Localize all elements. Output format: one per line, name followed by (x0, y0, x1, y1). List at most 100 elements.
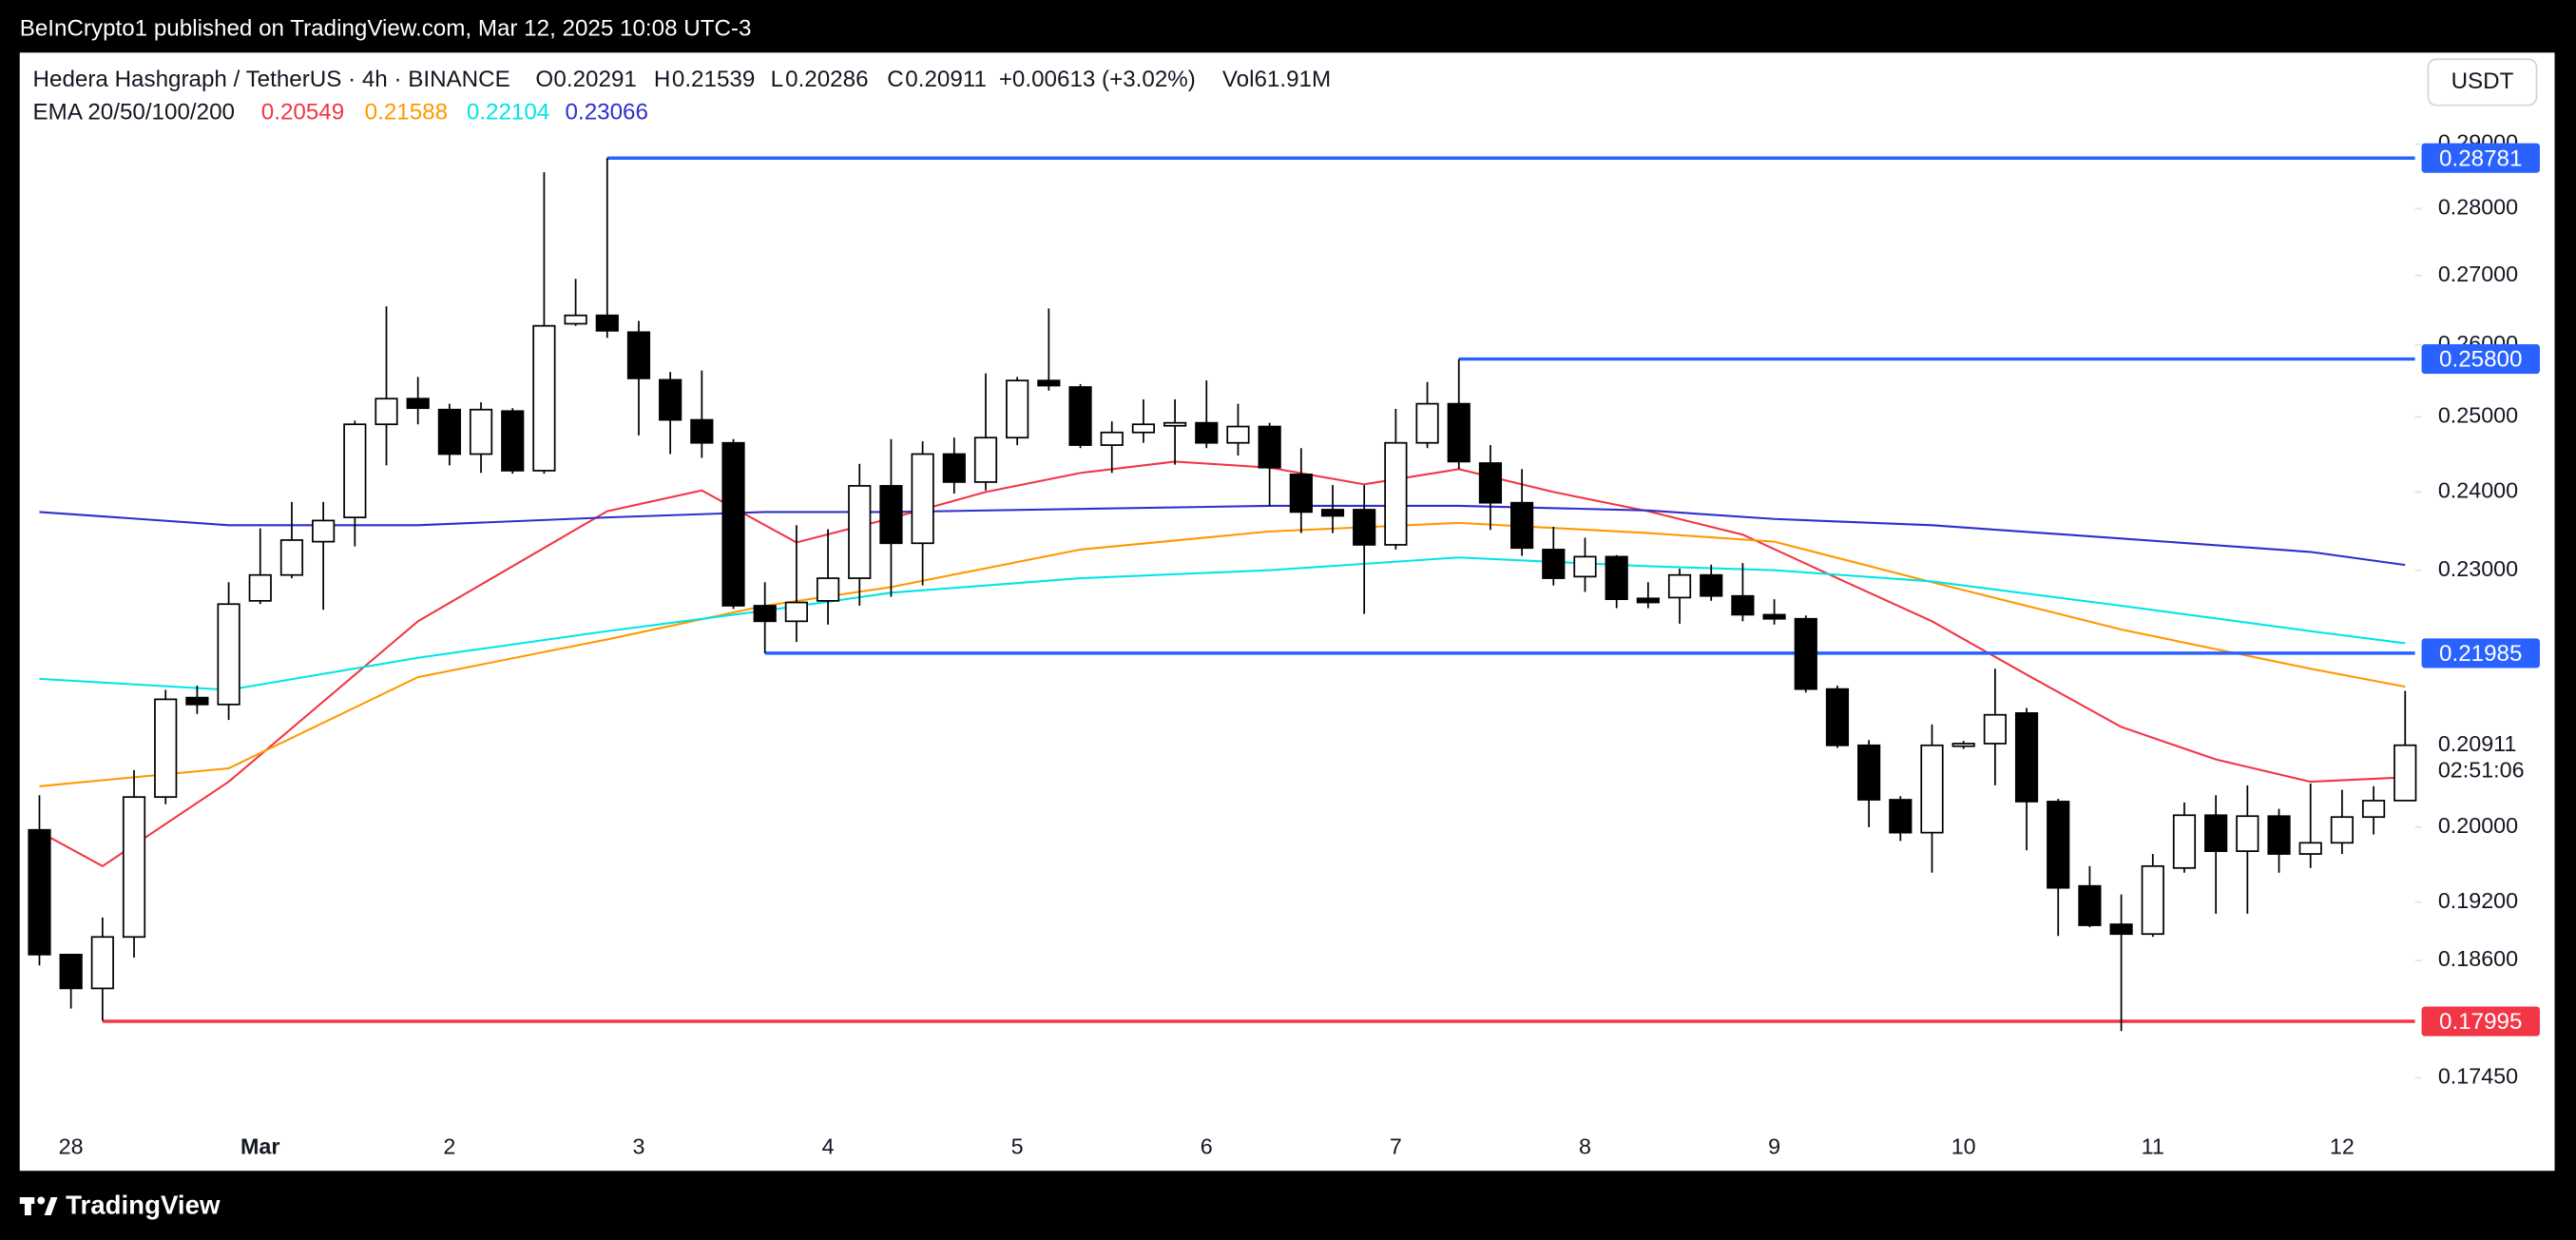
footer-bar (0, 1171, 2576, 1240)
candle-body (1889, 799, 1913, 834)
ema-value: 0.23066 (566, 100, 648, 126)
y-tick-label: 0.27000 (2438, 262, 2518, 286)
candle-body (595, 314, 619, 332)
x-tick-label: 3 (632, 1133, 644, 1158)
candle-body (942, 453, 966, 483)
y-tick-label: 0.25000 (2438, 403, 2518, 428)
candle-body (154, 698, 178, 799)
x-tick-label: 7 (1390, 1133, 1402, 1158)
candle-body (2330, 816, 2354, 844)
y-tick-label: 0.19200 (2438, 888, 2518, 913)
candle-body (1289, 474, 1313, 513)
candle-body (1478, 462, 1503, 504)
currency[interactable]: USDT (2451, 68, 2514, 94)
ohlc-label: O (535, 67, 553, 92)
y-tick-label: 0.17450 (2438, 1064, 2518, 1089)
candle-body (406, 397, 430, 410)
candle-body (1131, 423, 1156, 434)
ohlc-value: 0.20291 (553, 67, 636, 92)
candle-body (1920, 744, 1944, 834)
level-label: 0.21985 (2439, 641, 2522, 667)
candle-body (217, 603, 240, 706)
candle-body (659, 378, 682, 421)
x-tick-label: 28 (59, 1133, 84, 1158)
candle-body (2236, 815, 2259, 852)
candle-body (343, 423, 367, 519)
candle-body (2109, 923, 2133, 936)
candle-body (690, 418, 714, 444)
candle-body (1636, 597, 1660, 604)
candle-body (1794, 617, 1817, 690)
x-tick-label: 2 (443, 1133, 455, 1158)
level-label: 0.28781 (2439, 145, 2522, 171)
candle-body (973, 436, 998, 483)
candle-body (1573, 555, 1597, 578)
candle-body (2267, 815, 2291, 855)
brand: TradingView (66, 1191, 221, 1220)
candle-body (1983, 713, 2007, 745)
current-price: 0.20911 (2438, 731, 2517, 756)
candle-body (1068, 386, 1092, 446)
y-tick-label: 0.28000 (2438, 195, 2518, 220)
y-tick-label: 0.18600 (2438, 946, 2518, 971)
candle-body (375, 397, 398, 426)
candle-body (312, 519, 336, 543)
ohlc-value: 0.20286 (785, 67, 868, 92)
candle-body (501, 410, 525, 472)
candle-body (1100, 431, 1124, 446)
candle-body (721, 441, 745, 607)
volume: Vol61.91M (1222, 67, 1331, 92)
level-label: 0.17995 (2439, 1009, 2522, 1035)
y-tick-label: 0.23000 (2438, 556, 2518, 581)
candle-body (911, 453, 934, 545)
currency-button[interactable] (2427, 58, 2538, 107)
candle-body (532, 324, 556, 472)
candle-body (1384, 441, 1408, 546)
candle-body (1951, 743, 1975, 747)
candle-body (1037, 379, 1061, 387)
level-tag (2421, 638, 2540, 668)
level-tag (2421, 1006, 2540, 1037)
candle-body (1447, 402, 1471, 463)
ema-value: 0.20549 (261, 100, 344, 126)
candle-body (2172, 814, 2197, 869)
candle-body (437, 408, 461, 455)
candle-body (59, 954, 83, 990)
candle-body (784, 601, 808, 623)
candle-body (1226, 425, 1250, 444)
x-tick-label: 9 (1768, 1133, 1780, 1158)
ema-label: EMA 20/50/100/200 (33, 100, 235, 126)
candle-body (626, 331, 651, 379)
candle-body (90, 936, 114, 990)
candle-body (28, 828, 51, 956)
candle-body (1700, 573, 1723, 597)
logo-shape (24, 1197, 31, 1216)
candle-body (1667, 573, 1692, 599)
candle-body (1353, 509, 1376, 546)
candle-body (2047, 801, 2070, 889)
x-tick-label: 12 (2330, 1133, 2355, 1158)
ohlc-value: 0.21539 (672, 67, 755, 92)
candle-body (1857, 744, 1881, 801)
chart-area (19, 52, 2555, 1172)
ohlc-label: H (654, 67, 670, 92)
ema-line (39, 556, 2406, 691)
ema-line (39, 521, 2406, 787)
logo-icon (19, 1196, 58, 1216)
candle-body (2361, 800, 2386, 819)
candle-body (1163, 421, 1187, 427)
candle-body (753, 605, 777, 623)
candle-body (2204, 814, 2228, 852)
ohlc-label: L (771, 67, 783, 92)
ema-legend: 0.20549 0.21588 0.22104 0.23066 (261, 100, 648, 126)
x-tick-label: 5 (1011, 1133, 1024, 1158)
level-tag (2421, 344, 2540, 375)
candle-body (1320, 509, 1345, 517)
ohlc-label: C (887, 67, 903, 92)
countdown: 02:51:06 (2438, 758, 2525, 783)
candle-body (2393, 744, 2417, 802)
candle-body (279, 539, 304, 576)
candle-body (2141, 864, 2164, 936)
